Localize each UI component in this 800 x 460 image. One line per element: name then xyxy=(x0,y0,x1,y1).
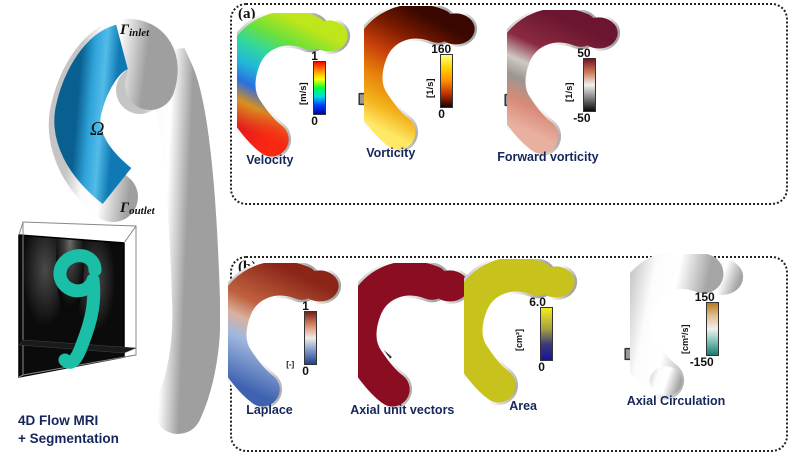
svg-text:Ω: Ω xyxy=(90,118,104,140)
